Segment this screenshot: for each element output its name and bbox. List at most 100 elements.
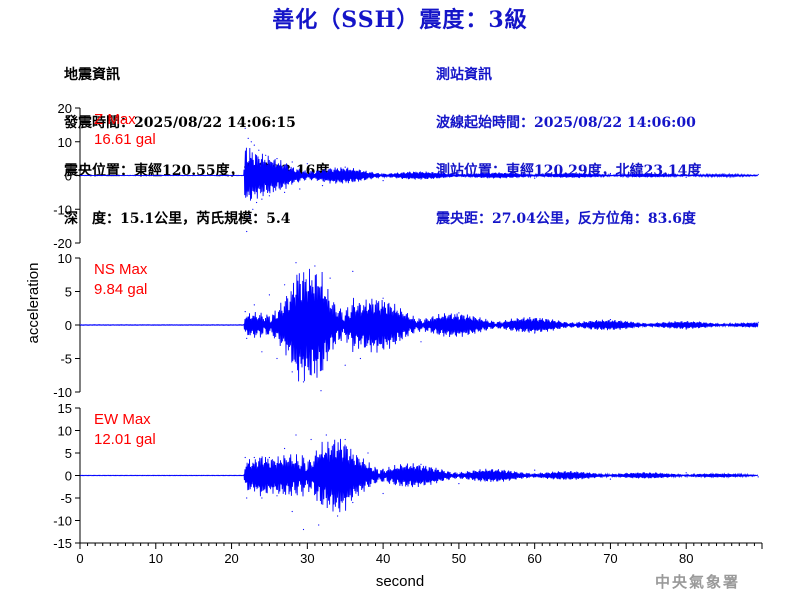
data-point bbox=[252, 208, 254, 210]
y-tick-label: 15 bbox=[58, 401, 72, 416]
data-point bbox=[258, 149, 260, 151]
y-tick-label: -10 bbox=[53, 514, 72, 529]
y-axis-title: acceleration bbox=[25, 263, 42, 344]
y-tick-label: 10 bbox=[58, 424, 72, 439]
data-point bbox=[685, 328, 687, 330]
y-tick-label: -20 bbox=[53, 236, 72, 251]
x-tick-label: 40 bbox=[376, 551, 390, 566]
data-point bbox=[268, 294, 270, 296]
data-point bbox=[244, 127, 246, 129]
data-point bbox=[382, 180, 384, 182]
data-point bbox=[284, 191, 286, 193]
y-tick-label: 20 bbox=[58, 101, 72, 116]
station-info-block: 測站資訊 波線起始時間：2025/08/22 14:06:00 測站位置：東經1… bbox=[436, 35, 701, 243]
data-point bbox=[310, 438, 312, 441]
data-point bbox=[284, 447, 286, 450]
x-tick-label: 80 bbox=[679, 551, 693, 566]
max-value-ew: 12.01 gal bbox=[94, 431, 156, 448]
depth-magnitude: 深 度：15.1公里，芮氏規模：5.4 bbox=[64, 211, 291, 227]
data-point bbox=[320, 390, 322, 392]
data-point bbox=[534, 469, 536, 471]
data-point bbox=[344, 364, 346, 366]
quake-info-heading: 地震資訊 bbox=[64, 67, 120, 83]
y-tick-label: 0 bbox=[65, 318, 72, 333]
data-point bbox=[685, 176, 687, 178]
data-point bbox=[261, 198, 263, 200]
data-point bbox=[249, 215, 251, 217]
data-point bbox=[268, 456, 270, 459]
max-label-ns: NS Max bbox=[94, 261, 148, 278]
y-tick-label: 5 bbox=[65, 446, 72, 461]
y-tick-label: -15 bbox=[53, 536, 72, 551]
data-point bbox=[757, 321, 759, 323]
data-point bbox=[344, 166, 346, 168]
data-point bbox=[261, 497, 263, 499]
data-point bbox=[344, 438, 346, 441]
data-point bbox=[291, 161, 293, 163]
data-point bbox=[382, 492, 384, 495]
data-point bbox=[253, 144, 255, 146]
data-point bbox=[250, 141, 252, 143]
y-tick-label: -10 bbox=[53, 202, 72, 217]
y-tick-label: -5 bbox=[60, 491, 72, 506]
data-point bbox=[359, 357, 361, 360]
y-tick-label: 0 bbox=[65, 469, 72, 484]
data-point bbox=[291, 371, 293, 373]
data-point bbox=[247, 137, 249, 139]
data-point bbox=[337, 515, 339, 517]
x-tick-label: 70 bbox=[603, 551, 617, 566]
wave-start-time: 波線起始時間：2025/08/22 14:06:00 bbox=[436, 115, 696, 131]
data-point bbox=[295, 434, 297, 436]
data-point bbox=[302, 381, 305, 383]
data-point bbox=[246, 497, 248, 499]
distance-azimuth: 震央距：27.04公里，反方位角：83.6度 bbox=[436, 211, 696, 227]
x-tick-label: 30 bbox=[300, 551, 314, 566]
data-point bbox=[325, 434, 327, 436]
data-point bbox=[534, 332, 536, 334]
station-info-heading: 測站資訊 bbox=[436, 67, 492, 83]
data-point bbox=[367, 452, 369, 454]
data-point bbox=[295, 262, 297, 264]
data-point bbox=[321, 185, 324, 187]
y-tick-label: 5 bbox=[65, 285, 72, 300]
y-tick-label: 0 bbox=[65, 169, 72, 184]
data-point bbox=[609, 478, 612, 480]
y-tick-label: -10 bbox=[53, 385, 72, 400]
data-point bbox=[291, 510, 293, 513]
origin-time: 發震時間：2025/08/22 14:06:15 bbox=[64, 115, 296, 131]
data-point bbox=[299, 188, 301, 190]
y-tick-label: -5 bbox=[60, 352, 72, 367]
x-tick-label: 10 bbox=[149, 551, 163, 566]
data-point bbox=[314, 265, 316, 267]
waveform-ew bbox=[79, 438, 759, 513]
data-point bbox=[685, 472, 687, 474]
x-tick-label: 60 bbox=[527, 551, 541, 566]
data-point bbox=[265, 154, 267, 156]
x-tick-label: 0 bbox=[76, 551, 83, 566]
data-point bbox=[458, 312, 460, 314]
x-tick-label: 50 bbox=[452, 551, 466, 566]
data-point bbox=[609, 172, 612, 175]
y-tick-label: 10 bbox=[58, 135, 72, 150]
data-point bbox=[757, 173, 759, 176]
data-point bbox=[306, 163, 308, 165]
data-point bbox=[757, 476, 759, 478]
data-point bbox=[352, 270, 354, 272]
data-point bbox=[534, 177, 536, 179]
data-point bbox=[253, 456, 255, 459]
data-point bbox=[276, 495, 278, 497]
max-label-ew: EW Max bbox=[94, 411, 151, 428]
x-tick-label: 20 bbox=[224, 551, 238, 566]
data-point bbox=[284, 284, 286, 286]
data-point bbox=[244, 456, 246, 459]
data-point bbox=[420, 463, 422, 465]
data-point bbox=[609, 319, 612, 321]
data-point bbox=[329, 277, 331, 279]
data-point bbox=[276, 357, 278, 360]
data-point bbox=[458, 171, 460, 173]
data-point bbox=[261, 351, 263, 353]
data-point bbox=[246, 230, 248, 233]
data-point bbox=[256, 201, 258, 204]
data-point bbox=[318, 524, 320, 526]
waveform-z bbox=[79, 147, 759, 201]
